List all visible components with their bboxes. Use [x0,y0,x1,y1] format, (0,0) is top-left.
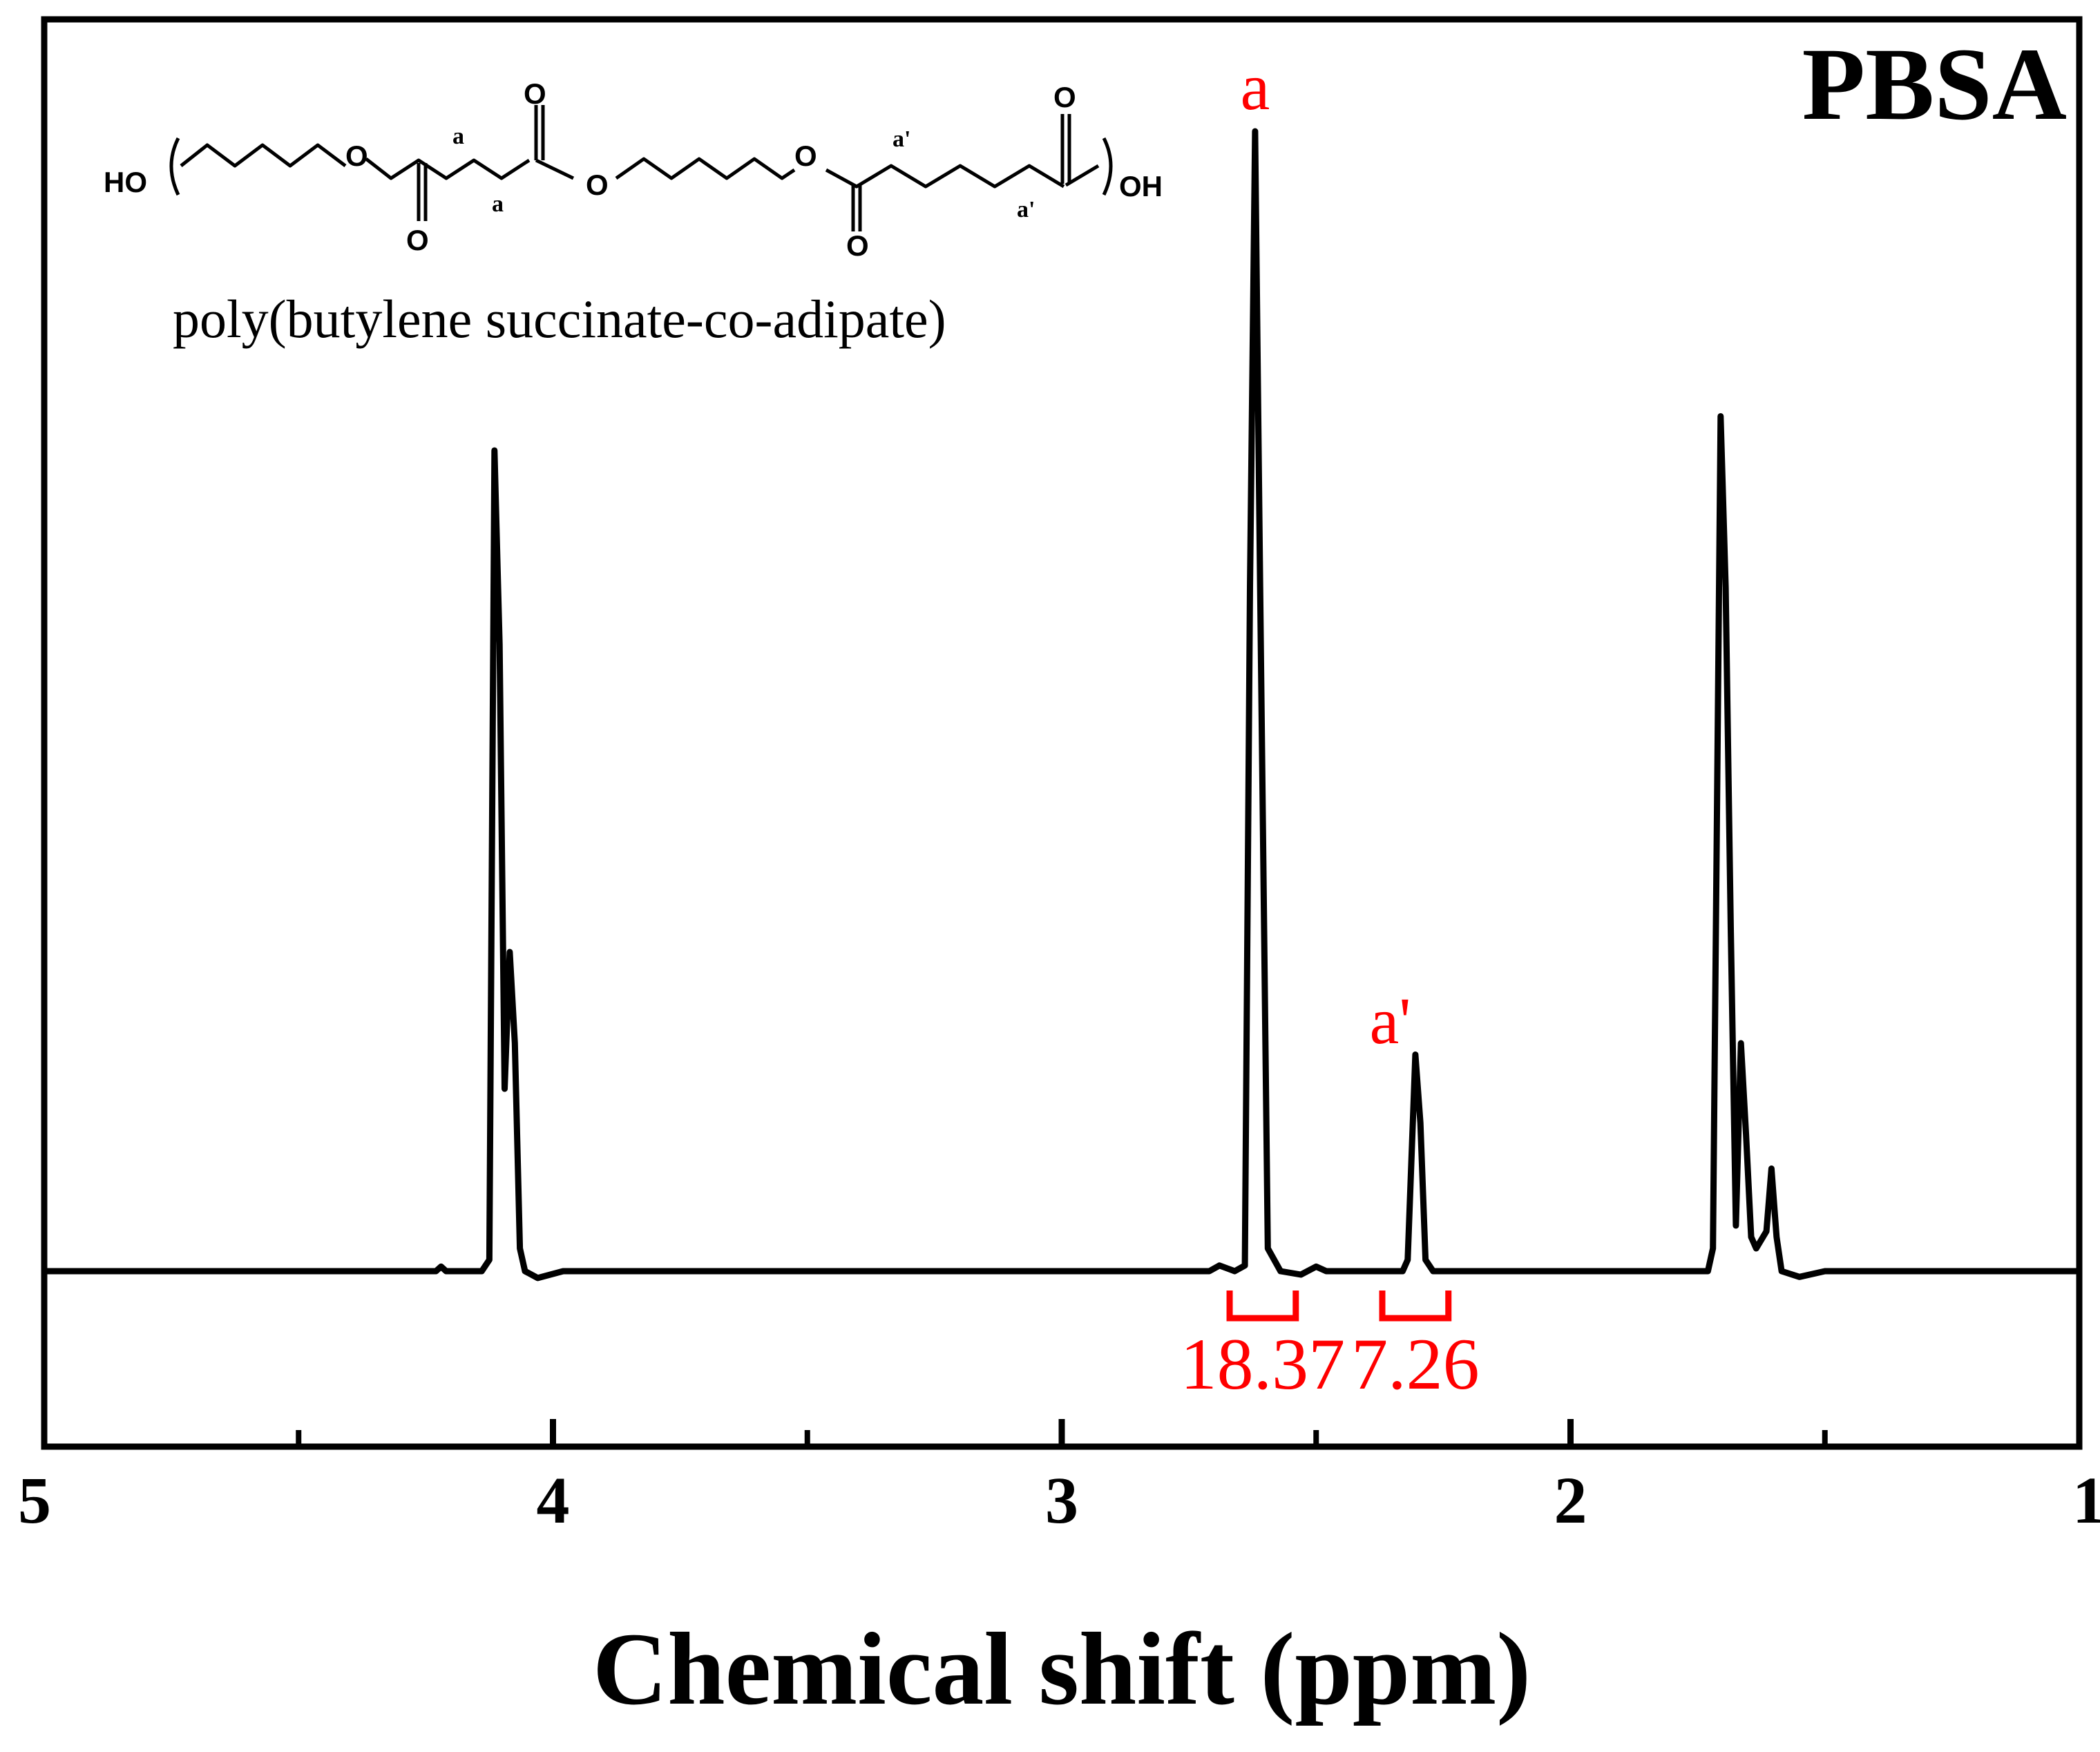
integral-value: 7.26 [1351,1324,1480,1405]
terminal-bond [1065,164,1100,187]
polymer-name: poly(butylene succinate-co-adipate) [173,289,946,349]
chart-title: PBSA [1802,27,2067,142]
integral-bracket [1226,1291,1299,1322]
structure-label-a-prime-bottom: a' [1017,197,1035,222]
integral-bracket [1379,1291,1452,1322]
butylene-chain-1 [180,143,347,168]
integral-markers: 18.37 7.26 [1181,1291,1480,1405]
structure-oxygen-1: O [345,140,368,172]
x-tick-label: 3 [1045,1463,1078,1537]
structure-oxygen-2: O [406,224,429,256]
structure-label-a-prime-top: a' [892,126,910,152]
x-tick-label: 5 [18,1463,51,1537]
peak-annotations: a a' [1241,50,1411,1058]
right-parenthesis [1102,137,1113,196]
x-axis-title: Chemical shift (ppm) [593,1612,1531,1726]
spectrum-series-line [44,128,2079,1282]
integral-value: 18.37 [1181,1324,1346,1405]
x-axis-ticks: 5 4 3 2 1 [18,1419,2100,1537]
structure-oxygen-4: O [586,169,609,201]
structure-oxygen-5: O [794,140,817,172]
x-tick-label: 1 [2072,1463,2100,1537]
structure-labels: HO OH O O O O O O O a a a' a' poly(butyl… [104,77,1163,349]
structure-oxygen-7: O [1053,81,1076,113]
butylene-chain-2 [615,157,796,180]
chemical-structure [169,105,1113,231]
left-parenthesis [169,137,180,196]
succinate-chain [365,158,531,180]
structure-left-end: HO [104,166,147,198]
adipate-chain [825,164,1065,189]
structure-oxygen-3: O [524,77,546,110]
x-tick-label: 4 [537,1463,570,1537]
ester-bond-2 [535,158,575,180]
peak-label: a' [1370,984,1411,1058]
structure-right-end: OH [1119,170,1163,202]
peak-label: a [1241,50,1270,124]
structure-label-a-top: a [452,124,464,149]
x-tick-label: 2 [1554,1463,1587,1537]
structure-label-a-bottom: a [492,191,504,217]
structure-oxygen-6: O [846,229,869,262]
